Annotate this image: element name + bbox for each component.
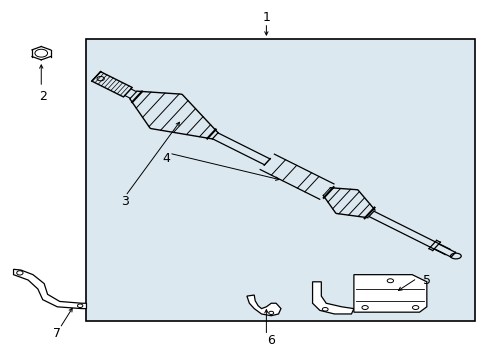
FancyBboxPatch shape (86, 39, 474, 321)
Text: 5: 5 (422, 274, 430, 287)
Text: 1: 1 (262, 11, 270, 24)
Polygon shape (353, 275, 426, 312)
Polygon shape (14, 269, 86, 309)
Polygon shape (312, 282, 353, 314)
Polygon shape (246, 295, 281, 316)
Text: 6: 6 (267, 334, 275, 347)
Text: 3: 3 (121, 195, 129, 208)
Text: 2: 2 (39, 90, 46, 103)
Text: 4: 4 (163, 152, 170, 165)
Text: 7: 7 (53, 327, 61, 340)
